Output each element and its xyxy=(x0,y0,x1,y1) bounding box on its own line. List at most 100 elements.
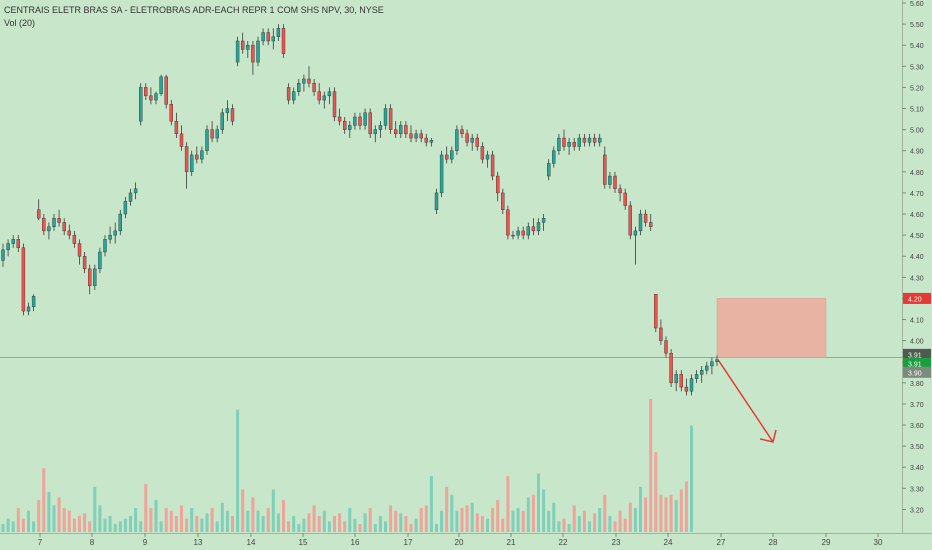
projection-arrow[interactable] xyxy=(717,359,774,443)
candle-body xyxy=(128,192,133,202)
volume-bar xyxy=(83,513,87,532)
volume-bar xyxy=(261,516,265,532)
volume-bar xyxy=(384,521,387,532)
volume-bar xyxy=(633,508,637,532)
candle-body xyxy=(562,137,566,147)
candle-body xyxy=(536,222,541,232)
time-tick-label: 8 xyxy=(90,538,95,547)
candle-body xyxy=(358,116,362,126)
volume-bar xyxy=(353,518,357,532)
volume-bar xyxy=(180,505,183,532)
volume-bar xyxy=(445,486,449,532)
price-badge-label: 3.91 xyxy=(908,361,922,368)
price-badge xyxy=(903,357,931,369)
candle-body xyxy=(281,28,286,54)
candle-body xyxy=(133,188,138,194)
candle-body xyxy=(235,40,240,63)
volume-bar xyxy=(659,494,663,532)
candle-body xyxy=(286,87,291,101)
volume-bar xyxy=(236,409,240,532)
candle-body xyxy=(205,129,209,151)
volume-bar xyxy=(480,516,484,532)
candle-body xyxy=(87,268,92,286)
volume-bar xyxy=(37,500,41,532)
candle-body xyxy=(189,154,194,173)
volume-bar xyxy=(582,510,586,532)
candle-body xyxy=(439,154,444,194)
candle-body xyxy=(480,146,485,160)
candle-body xyxy=(654,294,658,329)
volume-bar xyxy=(322,510,326,532)
price-tick-label: 4.00 xyxy=(910,339,924,346)
volume-bar xyxy=(577,516,581,532)
candle-body xyxy=(6,243,10,251)
candle-body xyxy=(394,129,398,135)
volume-bar xyxy=(684,481,688,532)
candle-body xyxy=(577,137,581,147)
price-badge-label: 4.20 xyxy=(908,296,922,303)
candle-body xyxy=(200,150,204,160)
volume-bar xyxy=(154,500,158,532)
candle-body xyxy=(276,28,281,37)
volume-bar xyxy=(419,508,423,532)
candle-body xyxy=(705,365,709,371)
volume-bar xyxy=(603,494,607,532)
candle-body xyxy=(603,154,607,185)
candle-body xyxy=(587,137,592,143)
candle-body xyxy=(592,137,597,143)
volume-bar xyxy=(241,489,245,532)
candle-body xyxy=(429,139,434,143)
volume-bar xyxy=(88,521,92,532)
volume-bar xyxy=(327,521,331,532)
volume-bar xyxy=(174,516,178,532)
price-tick-label: 5.00 xyxy=(910,128,924,135)
candle-body xyxy=(195,154,199,160)
volume-bar xyxy=(72,518,76,532)
candle-body xyxy=(149,95,153,101)
volume-bar xyxy=(394,510,398,532)
volume-bar xyxy=(67,510,71,532)
candle-body xyxy=(37,209,41,219)
price-tick-label: 4.90 xyxy=(910,149,924,156)
volume-bar xyxy=(190,508,194,532)
volume-bar xyxy=(373,524,377,532)
candle-body xyxy=(251,45,255,63)
volume-bar xyxy=(78,516,81,532)
candle-body xyxy=(470,137,474,143)
candle-body xyxy=(307,78,311,84)
volume-bar xyxy=(47,492,51,532)
volume-bar xyxy=(297,524,301,532)
volume-bar xyxy=(593,513,597,532)
volume-bar xyxy=(185,518,189,532)
volume-bar xyxy=(623,518,627,532)
volume-bar xyxy=(435,524,438,532)
candle-body xyxy=(332,91,337,118)
volume-bar xyxy=(231,516,234,532)
candle-body xyxy=(638,213,643,232)
volume-bar xyxy=(531,494,535,532)
candle-body xyxy=(343,120,347,130)
volume-bar xyxy=(276,513,280,532)
volume-bar xyxy=(271,489,275,532)
volume-bar xyxy=(506,476,510,532)
volume-bar xyxy=(537,473,540,532)
candle-body xyxy=(679,374,683,388)
candle-body xyxy=(317,91,321,101)
volume-bar xyxy=(123,518,127,532)
candle-body xyxy=(521,230,525,236)
candle-body xyxy=(552,150,556,164)
volume-bar xyxy=(246,510,250,532)
candle-body xyxy=(643,213,648,223)
candle-body xyxy=(103,239,107,253)
candle-body xyxy=(118,213,123,232)
stop-loss-zone[interactable] xyxy=(716,298,827,358)
candle-body xyxy=(669,353,673,384)
candle-body xyxy=(700,369,704,375)
candle-body xyxy=(399,125,403,135)
price-badge xyxy=(903,366,931,378)
candle-body xyxy=(348,125,352,130)
volume-bar xyxy=(57,497,61,532)
volume-bar xyxy=(491,508,495,532)
price-tick-label: 4.50 xyxy=(910,233,924,240)
